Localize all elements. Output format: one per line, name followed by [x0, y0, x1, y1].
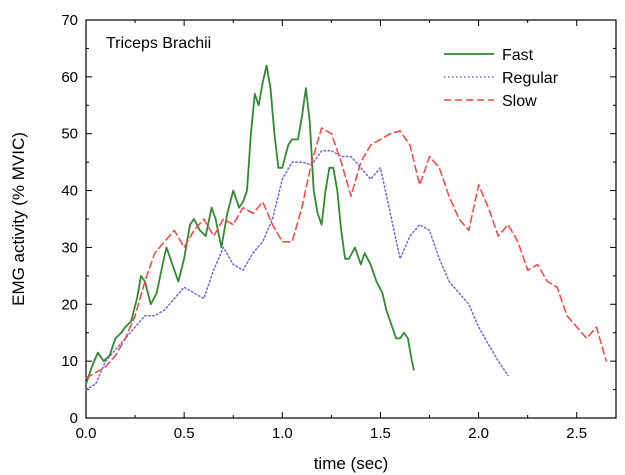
y-tick-label: 70 — [61, 12, 78, 29]
x-tick-label: 0.5 — [174, 425, 195, 442]
y-axis-label: EMG activity (% MVIC) — [9, 132, 28, 306]
series-layer — [85, 64, 607, 391]
x-tick-label: 0.0 — [76, 425, 97, 442]
y-tick-label: 0 — [70, 410, 78, 427]
legend: Fast Regular Slow — [444, 47, 559, 110]
x-axis-label: time (sec) — [314, 454, 389, 473]
x-tick-label: 1.0 — [272, 425, 293, 442]
legend-label-fast: Fast — [502, 47, 534, 64]
y-tick-label: 60 — [61, 69, 78, 86]
chart-annotation: Triceps Brachii — [106, 35, 211, 52]
y-tick-label: 30 — [61, 239, 78, 256]
x-tick-label: 1.5 — [370, 425, 391, 442]
series-line-regular — [85, 150, 509, 391]
y-tick-label: 50 — [61, 126, 78, 143]
series-line-fast — [85, 64, 415, 385]
x-tick-label: 2.0 — [468, 425, 489, 442]
y-tick-label: 10 — [61, 353, 78, 370]
legend-label-slow: Slow — [502, 93, 537, 110]
y-tick-label: 40 — [61, 183, 78, 200]
y-tick-label: 20 — [61, 296, 78, 313]
axis-ticks: 0.0 0.5 1.0 1.5 2.0 2.5 0 10 20 30 40 50 60 70 — [61, 12, 616, 442]
legend-label-regular: Regular — [502, 70, 559, 87]
x-tick-label: 2.5 — [566, 425, 587, 442]
series-line-slow — [85, 127, 607, 379]
